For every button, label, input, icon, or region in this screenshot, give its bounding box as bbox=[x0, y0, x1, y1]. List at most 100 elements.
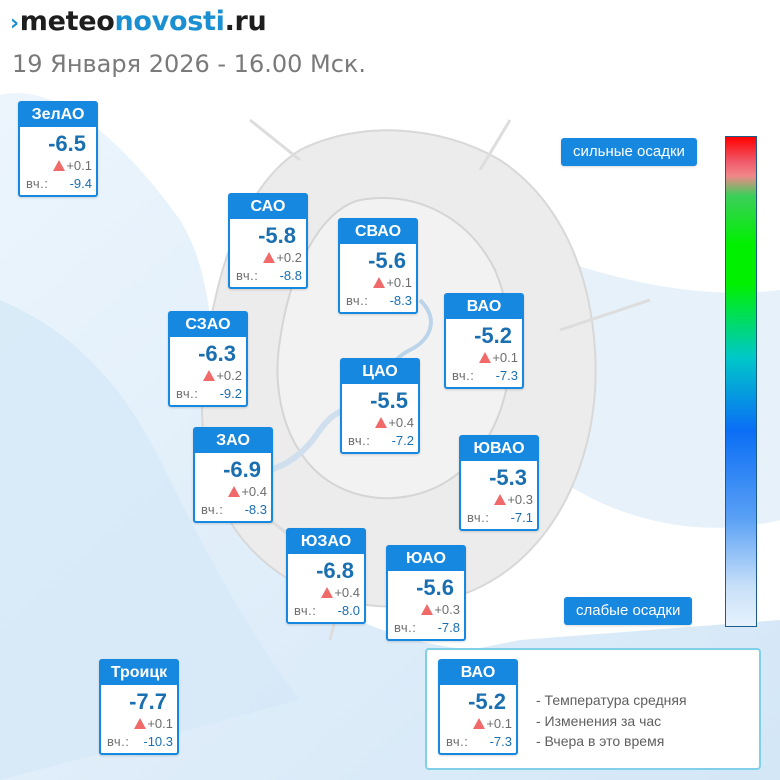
legend-example-card: ВАО -5.2 +0.1 вч.: -7.3 bbox=[438, 659, 518, 755]
district-name: ЗАО bbox=[195, 429, 271, 453]
logo-mark: › bbox=[10, 11, 19, 36]
district-card-zelao[interactable]: ЗелАО -6.5 +0.1 вч.: -9.4 bbox=[18, 101, 98, 197]
yesterday-label: вч.: bbox=[294, 603, 317, 618]
legend-example-temp: -5.2 bbox=[468, 689, 506, 714]
district-temp: -5.5 bbox=[370, 388, 408, 413]
district-temp: -5.2 bbox=[474, 323, 512, 348]
yesterday-label: вч.: bbox=[394, 620, 417, 635]
scale-label-heavy: сильные осадки bbox=[561, 138, 697, 166]
report-datetime: 19 Января 2026 - 16.00 Мск. bbox=[12, 50, 367, 78]
district-yesterday: вч.: -8.8 bbox=[236, 268, 302, 283]
district-delta-value: +0.2 bbox=[216, 368, 242, 383]
district-delta: +0.2 bbox=[203, 368, 242, 383]
district-delta-value: +0.1 bbox=[147, 716, 173, 731]
district-yesterday: вч.: -7.1 bbox=[467, 510, 533, 525]
up-arrow-icon bbox=[494, 494, 507, 505]
yesterday-label: вч.: bbox=[467, 510, 490, 525]
district-delta-value: +0.3 bbox=[507, 492, 533, 507]
district-yesterday: вч.: -7.2 bbox=[348, 433, 414, 448]
district-temp: -7.7 bbox=[129, 689, 167, 714]
district-temp: -5.6 bbox=[416, 575, 454, 600]
yesterday-label: вч.: bbox=[26, 176, 49, 191]
district-card-szao[interactable]: СЗАО -6.3 +0.2 вч.: -9.2 bbox=[168, 311, 248, 407]
district-name: САО bbox=[230, 195, 306, 219]
logo-meteo: meteo bbox=[19, 6, 115, 37]
district-delta-value: +0.4 bbox=[334, 585, 360, 600]
yesterday-label: вч.: bbox=[452, 368, 475, 383]
site-logo: ›meteonovosti.ru bbox=[10, 6, 267, 37]
district-name: СВАО bbox=[340, 220, 416, 244]
district-yesterday-value: -8.0 bbox=[337, 603, 360, 618]
legend-descriptions: - Температура средняя - Изменения за час… bbox=[536, 690, 687, 752]
district-yesterday: вч.: -8.0 bbox=[294, 603, 360, 618]
district-card-vao[interactable]: ВАО -5.2 +0.1 вч.: -7.3 bbox=[444, 293, 524, 389]
yesterday-label: вч.: bbox=[236, 268, 259, 283]
up-arrow-icon bbox=[53, 160, 66, 171]
district-delta-value: +0.1 bbox=[492, 350, 518, 365]
precipitation-scale-bar bbox=[725, 136, 757, 627]
district-yesterday-value: -10.3 bbox=[143, 734, 173, 749]
district-card-yuvao[interactable]: ЮВАО -5.3 +0.3 вч.: -7.1 bbox=[459, 435, 539, 531]
district-name: ЦАО bbox=[342, 360, 418, 384]
yesterday-label: вч.: bbox=[346, 293, 369, 308]
district-yesterday-value: -7.1 bbox=[510, 510, 533, 525]
district-name: ЗелАО bbox=[20, 103, 96, 127]
district-delta: +0.4 bbox=[228, 484, 267, 499]
district-yesterday-value: -8.3 bbox=[244, 502, 267, 517]
up-arrow-icon bbox=[375, 417, 388, 428]
up-arrow-icon bbox=[373, 277, 386, 288]
district-card-svao[interactable]: СВАО -5.6 +0.1 вч.: -8.3 bbox=[338, 218, 418, 314]
district-delta-value: +0.1 bbox=[386, 275, 412, 290]
district-yesterday-value: -9.4 bbox=[69, 176, 92, 191]
legend-line-temperature: - Температура средняя bbox=[536, 692, 687, 708]
district-card-yuzao[interactable]: ЮЗАО -6.8 +0.4 вч.: -8.0 bbox=[286, 528, 366, 624]
district-yesterday-value: -8.8 bbox=[279, 268, 302, 283]
legend-example-delta: +0.1 bbox=[473, 716, 512, 731]
up-arrow-icon bbox=[421, 604, 434, 615]
district-yesterday: вч.: -7.8 bbox=[394, 620, 460, 635]
district-temp: -6.3 bbox=[198, 341, 236, 366]
district-temp: -5.6 bbox=[368, 248, 406, 273]
district-yesterday-value: -7.2 bbox=[391, 433, 414, 448]
district-delta-value: +0.1 bbox=[66, 158, 92, 173]
district-card-cao[interactable]: ЦАО -5.5 +0.4 вч.: -7.2 bbox=[340, 358, 420, 454]
yesterday-label: вч.: bbox=[107, 734, 130, 749]
up-arrow-icon bbox=[203, 370, 216, 381]
district-card-zao[interactable]: ЗАО -6.9 +0.4 вч.: -8.3 bbox=[193, 427, 273, 523]
district-card-troitsk[interactable]: Троицк -7.7 +0.1 вч.: -10.3 bbox=[99, 659, 179, 755]
district-delta: +0.3 bbox=[421, 602, 460, 617]
up-arrow-icon bbox=[321, 587, 334, 598]
district-yesterday: вч.: -10.3 bbox=[107, 734, 173, 749]
district-card-sao[interactable]: САО -5.8 +0.2 вч.: -8.8 bbox=[228, 193, 308, 289]
legend-example-name: ВАО bbox=[440, 661, 516, 685]
district-delta: +0.4 bbox=[321, 585, 360, 600]
district-delta: +0.4 bbox=[375, 415, 414, 430]
district-name: ЮВАО bbox=[461, 437, 537, 461]
district-delta-value: +0.3 bbox=[434, 602, 460, 617]
district-temp: -6.8 bbox=[316, 558, 354, 583]
district-delta: +0.2 bbox=[263, 250, 302, 265]
legend-line-change: - Изменения за час bbox=[536, 712, 662, 729]
logo-ru: .ru bbox=[224, 6, 267, 37]
district-delta: +0.1 bbox=[53, 158, 92, 173]
yesterday-label: вч.: bbox=[348, 433, 371, 448]
district-yesterday: вч.: -7.3 bbox=[452, 368, 518, 383]
district-yesterday: вч.: -9.4 bbox=[26, 176, 92, 191]
district-yesterday-value: -9.2 bbox=[219, 386, 242, 401]
legend-line-yesterday: - Вчера в это время bbox=[536, 733, 665, 749]
district-name: ЮЗАО bbox=[288, 530, 364, 554]
district-yesterday-value: -7.3 bbox=[495, 368, 518, 383]
yesterday-label: вч.: bbox=[201, 502, 224, 517]
district-temp: -6.9 bbox=[223, 457, 261, 482]
up-arrow-icon bbox=[134, 718, 147, 729]
district-card-yuao[interactable]: ЮАО -5.6 +0.3 вч.: -7.8 bbox=[386, 545, 466, 641]
district-delta-value: +0.4 bbox=[388, 415, 414, 430]
logo-novosti: novosti bbox=[114, 6, 225, 37]
district-delta-value: +0.4 bbox=[241, 484, 267, 499]
scale-label-light: слабые осадки bbox=[564, 597, 693, 625]
district-delta: +0.1 bbox=[134, 716, 173, 731]
district-yesterday-value: -8.3 bbox=[389, 293, 412, 308]
district-temp: -5.8 bbox=[258, 223, 296, 248]
up-arrow-icon bbox=[473, 718, 486, 729]
